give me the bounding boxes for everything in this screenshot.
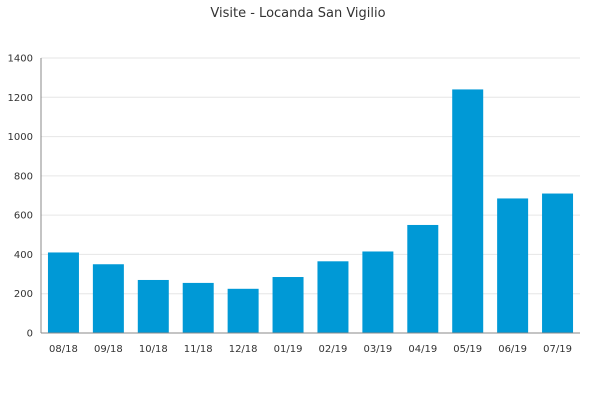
bar — [92, 264, 124, 333]
x-tick-label: 10/18 — [139, 344, 168, 355]
x-tick-label: 05/19 — [453, 344, 482, 355]
x-tick-labels: 08/18 09/18 10/18 11/18 12/18 01/19 02/19 03/19… — [49, 344, 572, 355]
x-tick-label: 12/18 — [229, 344, 258, 355]
x-tick-label: 11/18 — [184, 344, 213, 355]
x-tick-label: 08/18 — [49, 344, 78, 355]
bar — [137, 279, 169, 333]
x-tick-label: 07/19 — [543, 344, 572, 355]
bar — [227, 288, 259, 333]
y-tick-label: 1400 — [8, 54, 33, 65]
x-tick-label: 09/18 — [94, 344, 123, 355]
y-tick-label: 1200 — [8, 93, 33, 104]
bars — [47, 89, 574, 333]
bar — [497, 198, 529, 333]
gridlines — [41, 57, 580, 295]
bar — [317, 261, 349, 333]
y-tick-label: 800 — [14, 171, 33, 182]
y-tick-label: 200 — [14, 289, 33, 300]
chart-title: Visite - Locanda San Vigilio — [210, 6, 385, 21]
bar — [182, 282, 214, 333]
y-tick-label: 600 — [14, 211, 33, 222]
y-tick-label: 0 — [27, 329, 33, 340]
x-tick-label: 06/19 — [498, 344, 527, 355]
x-tick-label: 03/19 — [363, 344, 392, 355]
x-tick-label: 02/19 — [319, 344, 348, 355]
bar — [542, 193, 574, 333]
bar — [47, 252, 79, 333]
axes — [40, 58, 580, 334]
y-tick-label: 400 — [14, 250, 33, 261]
y-tick-labels: 0 200 400 600 800 1000 1200 1400 — [8, 54, 33, 340]
x-tick-label: 01/19 — [274, 344, 303, 355]
bar — [452, 89, 484, 333]
y-tick-label: 1000 — [8, 132, 33, 143]
bar — [272, 277, 304, 333]
bar — [407, 224, 439, 333]
bar — [362, 251, 394, 333]
x-tick-label: 04/19 — [408, 344, 437, 355]
